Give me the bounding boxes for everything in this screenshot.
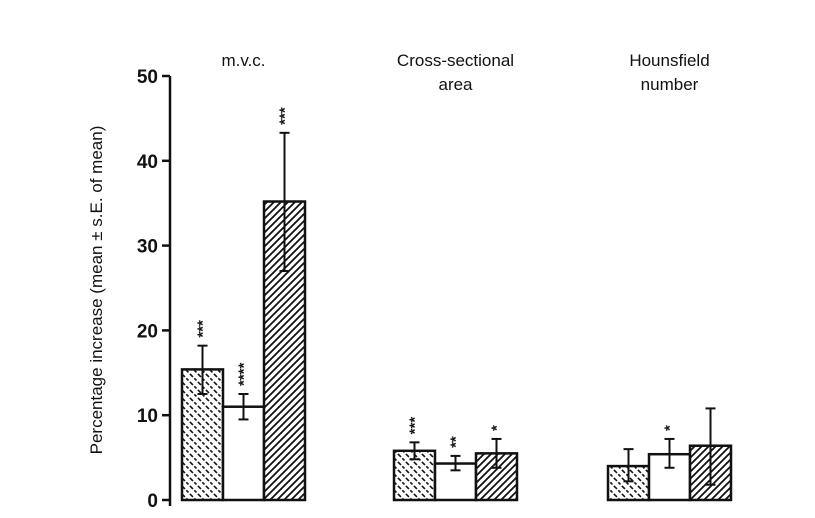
y-axis: 0 10 20 30 40 50 [137,67,172,512]
significance-stars: *** [277,107,294,125]
y-tick-label: 30 [137,237,158,258]
significance-stars: ** [448,436,465,448]
bar [221,405,266,502]
group-label: area [438,75,473,94]
bar [392,449,437,502]
significance-stars: *** [195,320,212,338]
bars: **************** * [180,107,733,502]
significance-stars: * [489,425,506,431]
y-tick-label: 10 [137,406,158,427]
significance-stars: * [662,425,679,431]
group-labels: m.v.c. Cross-sectional area Hounsfield numbe… [221,51,709,94]
significance-stars: *** [407,417,424,435]
group-label: m.v.c. [221,51,265,70]
significance-stars: **** [236,362,253,386]
group-label: number [641,75,699,94]
y-tick-label: 50 [137,67,158,88]
group-label: Cross-sectional [397,51,514,70]
y-axis-title: Percentage increase (mean ± s.E. of mean… [87,126,106,455]
bar [262,200,307,502]
y-tick-label: 20 [137,321,158,342]
y-tick-label: 40 [137,152,158,173]
group-label: Hounsfield [629,51,709,70]
y-tick-label: 0 [147,491,158,512]
